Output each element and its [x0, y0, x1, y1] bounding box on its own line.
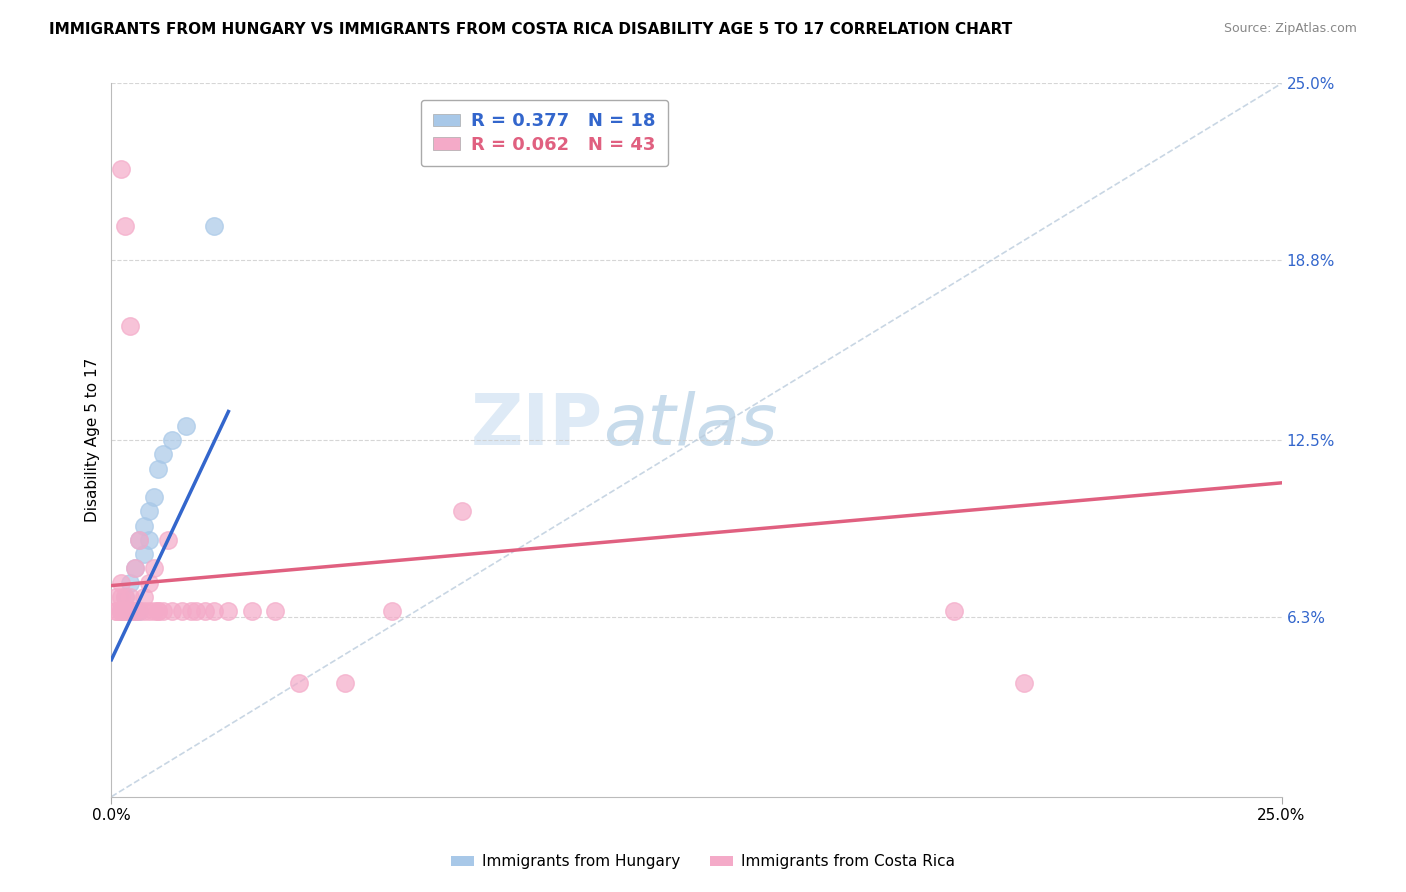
- Point: [152, 604, 174, 618]
- Point: [148, 461, 170, 475]
- Point: [451, 504, 474, 518]
- Point: [170, 604, 193, 618]
- Point: [114, 590, 136, 604]
- Point: [202, 604, 225, 618]
- Point: [114, 604, 136, 618]
- Point: [105, 604, 128, 618]
- Point: [142, 561, 165, 575]
- Point: [148, 604, 170, 618]
- Point: [124, 604, 146, 618]
- Point: [114, 604, 136, 618]
- Point: [287, 675, 309, 690]
- Point: [114, 590, 136, 604]
- Point: [180, 604, 202, 618]
- Point: [142, 604, 165, 618]
- Legend: Immigrants from Hungary, Immigrants from Costa Rica: Immigrants from Hungary, Immigrants from…: [444, 848, 962, 875]
- Point: [124, 604, 146, 618]
- Text: IMMIGRANTS FROM HUNGARY VS IMMIGRANTS FROM COSTA RICA DISABILITY AGE 5 TO 17 COR: IMMIGRANTS FROM HUNGARY VS IMMIGRANTS FR…: [49, 22, 1012, 37]
- Point: [134, 518, 156, 533]
- Point: [120, 575, 142, 590]
- Point: [110, 575, 132, 590]
- Point: [124, 561, 146, 575]
- Point: [120, 318, 142, 333]
- Point: [114, 604, 136, 618]
- Point: [110, 590, 132, 604]
- Text: Source: ZipAtlas.com: Source: ZipAtlas.com: [1223, 22, 1357, 36]
- Point: [202, 219, 225, 233]
- Point: [184, 604, 207, 618]
- Point: [128, 533, 150, 547]
- Point: [110, 604, 132, 618]
- Point: [138, 504, 160, 518]
- Point: [138, 575, 160, 590]
- Point: [110, 604, 132, 618]
- Point: [942, 604, 965, 618]
- Point: [105, 590, 128, 604]
- Point: [105, 604, 128, 618]
- Point: [335, 675, 357, 690]
- Point: [217, 604, 239, 618]
- Point: [128, 533, 150, 547]
- Point: [138, 533, 160, 547]
- Point: [134, 604, 156, 618]
- Point: [162, 433, 184, 447]
- Point: [138, 604, 160, 618]
- Point: [120, 604, 142, 618]
- Point: [134, 547, 156, 561]
- Y-axis label: Disability Age 5 to 17: Disability Age 5 to 17: [86, 358, 100, 522]
- Point: [152, 447, 174, 461]
- Point: [120, 590, 142, 604]
- Point: [156, 533, 179, 547]
- Point: [114, 219, 136, 233]
- Point: [134, 590, 156, 604]
- Point: [110, 604, 132, 618]
- Point: [124, 604, 146, 618]
- Point: [148, 604, 170, 618]
- Point: [162, 604, 184, 618]
- Legend: R = 0.377   N = 18, R = 0.062   N = 43: R = 0.377 N = 18, R = 0.062 N = 43: [420, 100, 668, 166]
- Text: ZIP: ZIP: [471, 392, 603, 460]
- Point: [128, 604, 150, 618]
- Point: [194, 604, 217, 618]
- Point: [142, 490, 165, 504]
- Point: [128, 604, 150, 618]
- Point: [1012, 675, 1035, 690]
- Point: [264, 604, 287, 618]
- Point: [176, 418, 198, 433]
- Point: [110, 161, 132, 176]
- Point: [124, 561, 146, 575]
- Text: atlas: atlas: [603, 392, 778, 460]
- Point: [120, 604, 142, 618]
- Point: [240, 604, 263, 618]
- Point: [381, 604, 404, 618]
